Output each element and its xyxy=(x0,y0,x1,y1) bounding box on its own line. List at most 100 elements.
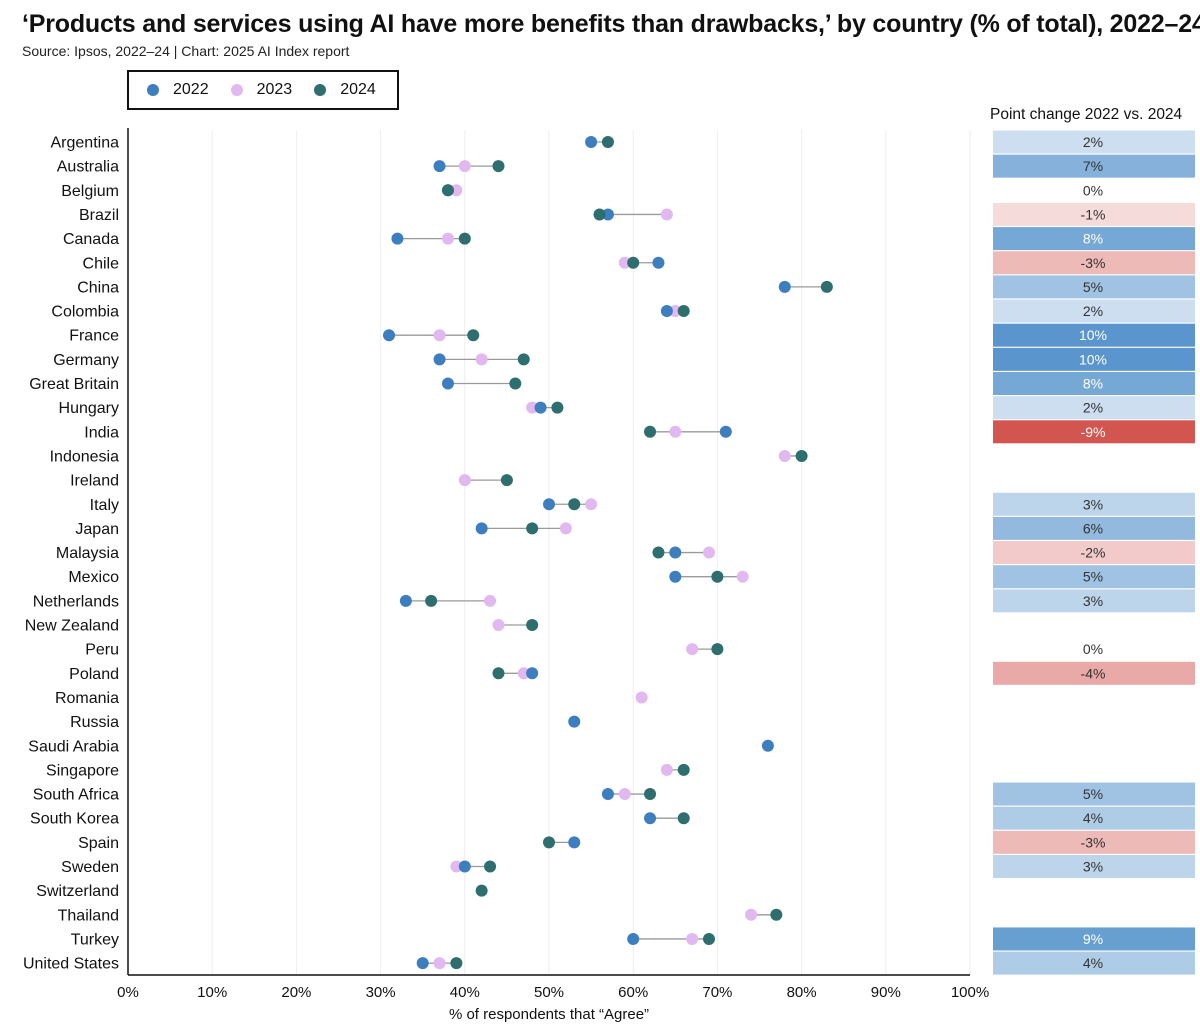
point-2024-singapore xyxy=(677,763,690,776)
point-2024-china xyxy=(820,280,833,293)
category-label-south-korea: South Korea xyxy=(30,811,119,828)
change-cell-sweden xyxy=(993,855,1195,878)
point-2022-italy xyxy=(543,498,555,511)
chart-subtitle: Source: Ipsos, 2022–24 | Chart: 2025 AI … xyxy=(22,43,350,59)
change-value-malaysia: -2% xyxy=(1081,545,1106,561)
change-cell-canada xyxy=(993,227,1195,251)
change-value-canada: 8% xyxy=(1083,231,1103,247)
point-2023-italy xyxy=(585,498,598,511)
category-label-south-africa: South Africa xyxy=(33,787,119,804)
category-label-sweden: Sweden xyxy=(61,859,119,876)
change-cell-united-states xyxy=(993,951,1195,975)
change-value-colombia: 2% xyxy=(1083,303,1103,319)
category-label-ireland: Ireland xyxy=(70,473,119,490)
change-cell-chile xyxy=(993,251,1195,275)
point-2023-netherlands xyxy=(484,594,497,607)
change-cell-south-africa xyxy=(993,782,1195,806)
chart-title: ‘Products and services using AI have mor… xyxy=(22,10,1200,38)
point-2024-ireland xyxy=(500,474,513,487)
point-2022-argentina xyxy=(585,136,598,148)
category-label-singapore: Singapore xyxy=(46,762,119,779)
change-value-germany: 10% xyxy=(1079,351,1107,367)
point-2023-france xyxy=(433,329,446,342)
x-tick-label: 70% xyxy=(702,984,732,1001)
x-tick-label: 100% xyxy=(951,984,989,1001)
point-2024-italy xyxy=(568,498,581,511)
point-2022-poland xyxy=(526,667,539,680)
point-2022-germany xyxy=(433,353,446,366)
category-label-germany: Germany xyxy=(53,352,119,369)
change-value-south-africa: 5% xyxy=(1083,786,1103,802)
change-cell-netherlands xyxy=(993,589,1195,613)
change-value-hungary: 2% xyxy=(1083,400,1103,416)
point-2022-brazil xyxy=(601,208,614,221)
category-label-colombia: Colombia xyxy=(51,304,119,321)
point-2023-belgium xyxy=(450,184,463,197)
point-2023-canada xyxy=(441,232,454,245)
point-2023-india xyxy=(669,425,682,438)
category-label-india: India xyxy=(84,424,119,441)
point-2022-hungary xyxy=(534,401,547,414)
point-2024-canada xyxy=(458,232,471,245)
category-label-russia: Russia xyxy=(70,714,119,731)
x-tick-label: 10% xyxy=(197,984,227,1001)
point-2024-poland xyxy=(492,667,505,680)
legend-label-2023: 2023 xyxy=(256,81,293,98)
point-2022-malaysia xyxy=(669,546,682,559)
category-label-japan: Japan xyxy=(75,521,119,538)
point-2024-chile xyxy=(627,256,640,269)
change-cell-japan xyxy=(993,516,1195,540)
change-value-united-states: 4% xyxy=(1083,955,1103,971)
point-2024-south-africa xyxy=(644,788,657,801)
category-label-italy: Italy xyxy=(90,497,119,514)
point-2022-australia xyxy=(433,160,446,173)
category-label-saudi-arabia: Saudi Arabia xyxy=(28,738,119,755)
change-cell-belgium xyxy=(993,178,1195,202)
point-2023-ireland xyxy=(458,474,471,487)
point-2024-argentina xyxy=(601,136,614,148)
category-label-thailand: Thailand xyxy=(58,907,119,924)
point-2022-south-korea xyxy=(644,812,657,825)
point-2024-thailand xyxy=(770,908,783,921)
change-cell-hungary xyxy=(993,396,1195,420)
point-2022-great-britain xyxy=(441,377,454,390)
change-cell-malaysia xyxy=(993,541,1195,565)
point-2023-poland xyxy=(517,667,530,680)
change-value-great-britain: 8% xyxy=(1083,376,1103,392)
change-value-mexico: 5% xyxy=(1083,569,1103,585)
change-value-south-korea: 4% xyxy=(1083,810,1103,826)
point-2022-china xyxy=(778,280,791,293)
point-2024-spain xyxy=(543,836,555,849)
category-label-brazil: Brazil xyxy=(79,207,119,224)
category-label-poland: Poland xyxy=(69,666,119,683)
point-2023-turkey xyxy=(686,932,699,945)
category-label-peru: Peru xyxy=(85,642,119,659)
point-2024-hungary xyxy=(551,401,564,414)
point-2024-united-states xyxy=(450,957,463,970)
change-cell-peru xyxy=(993,637,1195,661)
x-tick-label: 20% xyxy=(281,984,311,1001)
point-2023-japan xyxy=(559,522,572,535)
point-2022-japan xyxy=(475,522,488,535)
point-2024-france xyxy=(467,329,480,342)
change-cell-colombia xyxy=(993,299,1195,323)
category-label-switzerland: Switzerland xyxy=(36,883,119,900)
point-2024-turkey xyxy=(702,932,715,945)
point-2023-germany xyxy=(475,353,488,366)
point-2024-peru xyxy=(711,643,724,656)
point-2023-chile xyxy=(618,256,631,269)
category-label-hungary: Hungary xyxy=(59,400,119,417)
legend-marker-2024 xyxy=(314,84,327,96)
change-value-argentina: 2% xyxy=(1083,134,1103,150)
point-2024-south-korea xyxy=(677,812,690,825)
point-2022-sweden xyxy=(458,860,471,873)
point-2022-spain xyxy=(568,836,581,849)
change-value-netherlands: 3% xyxy=(1083,593,1103,609)
change-value-india: -9% xyxy=(1081,424,1106,440)
change-value-poland: -4% xyxy=(1081,665,1106,681)
point-change-header: Point change 2022 vs. 2024 xyxy=(990,106,1183,123)
change-value-turkey: 9% xyxy=(1083,931,1103,947)
point-2024-sweden xyxy=(484,860,497,873)
point-2023-indonesia xyxy=(778,449,791,462)
